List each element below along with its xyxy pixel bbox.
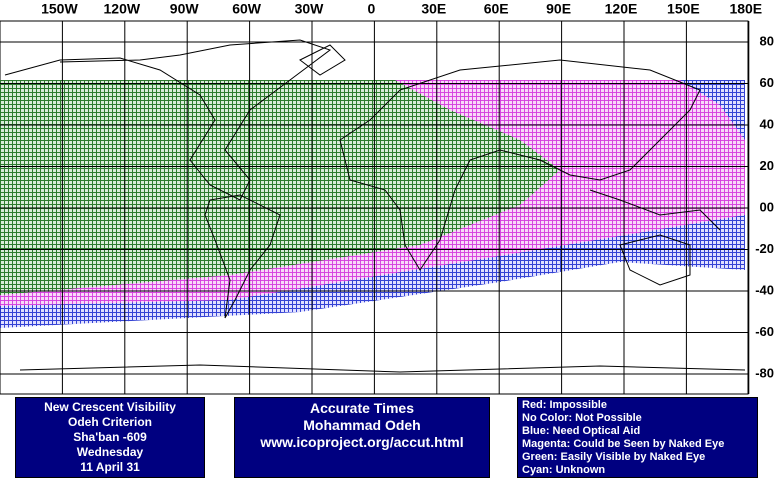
legend-line: Green: Easily Visible by Naked Eye	[522, 451, 706, 463]
zone-green	[0, 80, 560, 295]
latitude-label: 40	[760, 116, 774, 131]
credit-box: Accurate Times Mohammad Odeh www.icoprojec…	[234, 397, 490, 478]
latitude-label: -20	[755, 241, 774, 256]
coastlines	[4, 39, 746, 373]
info-line: Sha'ban -609	[73, 430, 147, 444]
latitude-label: -80	[755, 365, 774, 380]
longitude-label: 150E	[667, 1, 700, 17]
longitude-label: 30E	[421, 1, 446, 17]
credit-line: Accurate Times	[309, 400, 414, 416]
longitude-label: 120W	[104, 1, 141, 17]
latitude-label: 80	[760, 33, 774, 48]
legend-box: Red: Impossible No Color: Not Possible Blu…	[517, 397, 758, 478]
info-line: New Crescent Visibility	[44, 400, 176, 414]
legend-line: Blue: Need Optical Aid	[522, 425, 641, 437]
legend-line: No Color: Not Possible	[522, 412, 642, 424]
info-line: Odeh Criterion	[67, 415, 152, 429]
longitude-label: 150W	[41, 1, 78, 17]
latitude-label: 20	[760, 158, 774, 173]
info-line: 11 April 31	[80, 460, 140, 474]
longitude-label: 90W	[170, 1, 200, 17]
legend-line: Red: Impossible	[522, 399, 607, 411]
legend-line: Magenta: Could be Seen by Naked Eye	[522, 438, 725, 450]
axis-labels: 150W 120W 90W 60W 30W 0 30E 60E 90E 120E 150E 180E 8…	[41, 1, 774, 381]
legend-line: Cyan: Unknown	[522, 464, 606, 476]
latitude-label: 60	[760, 75, 774, 90]
credit-line: Mohammad Odeh	[303, 417, 421, 433]
latitude-label: -40	[755, 282, 774, 297]
longitude-label: 0	[368, 1, 376, 17]
latitude-label: 00	[760, 199, 774, 214]
longitude-label: 120E	[605, 1, 638, 17]
longitude-label: 60E	[484, 1, 509, 17]
map: 150W 120W 90W 60W 30W 0 30E 60E 90E 120E 150E 180E 8…	[0, 1, 774, 395]
latitude-label: -60	[755, 324, 774, 339]
info-line: Wednesday	[76, 445, 144, 459]
longitude-label: 60W	[232, 1, 262, 17]
longitude-label: 90E	[546, 1, 571, 17]
longitude-label: 30W	[295, 1, 325, 17]
longitude-label: 180E	[729, 1, 762, 17]
info-box: New Crescent Visibility Odeh Criterion Sha…	[15, 397, 205, 478]
graticule	[0, 21, 750, 394]
credit-line: www.icoproject.org/accut.html	[260, 434, 464, 450]
